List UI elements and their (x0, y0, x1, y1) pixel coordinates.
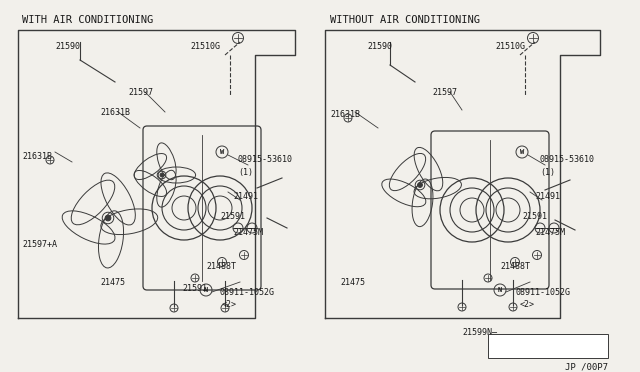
Text: CAUTION: CAUTION (500, 337, 526, 342)
Text: 21631B: 21631B (330, 110, 360, 119)
Text: 21599N—: 21599N— (462, 328, 497, 337)
Text: 08911-1052G: 08911-1052G (220, 288, 275, 297)
Text: (1): (1) (238, 168, 253, 177)
Text: (1): (1) (540, 168, 555, 177)
Circle shape (417, 183, 422, 187)
Text: 21491: 21491 (535, 192, 560, 201)
Circle shape (160, 173, 164, 177)
Text: MISE EN GARDE: MISE EN GARDE (556, 337, 602, 342)
Text: 21591: 21591 (220, 212, 245, 221)
Text: 21475: 21475 (100, 278, 125, 287)
Text: 21590: 21590 (56, 42, 81, 51)
Text: <2>: <2> (520, 300, 535, 309)
Text: W: W (220, 149, 224, 155)
Text: 21631B: 21631B (100, 108, 130, 117)
Text: WITHOUT AIR CONDITIONING: WITHOUT AIR CONDITIONING (330, 15, 480, 25)
Text: N: N (204, 287, 208, 293)
Text: 21475M: 21475M (233, 228, 263, 237)
Bar (488, 334, 608, 358)
Text: W: W (520, 149, 524, 155)
Text: 21488T: 21488T (500, 262, 530, 271)
Text: 21597: 21597 (432, 88, 457, 97)
Text: 08911-1052G: 08911-1052G (515, 288, 570, 297)
Text: 21591: 21591 (182, 284, 207, 293)
Text: WITH AIR CONDITIONING: WITH AIR CONDITIONING (22, 15, 153, 25)
Text: JP /00P7: JP /00P7 (565, 362, 608, 371)
Text: 21597: 21597 (128, 88, 153, 97)
Circle shape (105, 215, 111, 221)
Text: 21510G: 21510G (190, 42, 220, 51)
Text: N: N (498, 287, 502, 293)
Text: <2>: <2> (222, 300, 237, 309)
Text: 08915-53610: 08915-53610 (540, 155, 595, 164)
Text: 21590: 21590 (367, 42, 392, 51)
Text: 08915-53610: 08915-53610 (238, 155, 293, 164)
Text: 21597+A: 21597+A (22, 240, 57, 249)
Text: 21491: 21491 (233, 192, 258, 201)
Text: 21591: 21591 (522, 212, 547, 221)
Text: 21631B: 21631B (22, 152, 52, 161)
Text: 21510G: 21510G (495, 42, 525, 51)
Text: 21475: 21475 (340, 278, 365, 287)
Text: 21475M: 21475M (535, 228, 565, 237)
Text: 21488T: 21488T (206, 262, 236, 271)
